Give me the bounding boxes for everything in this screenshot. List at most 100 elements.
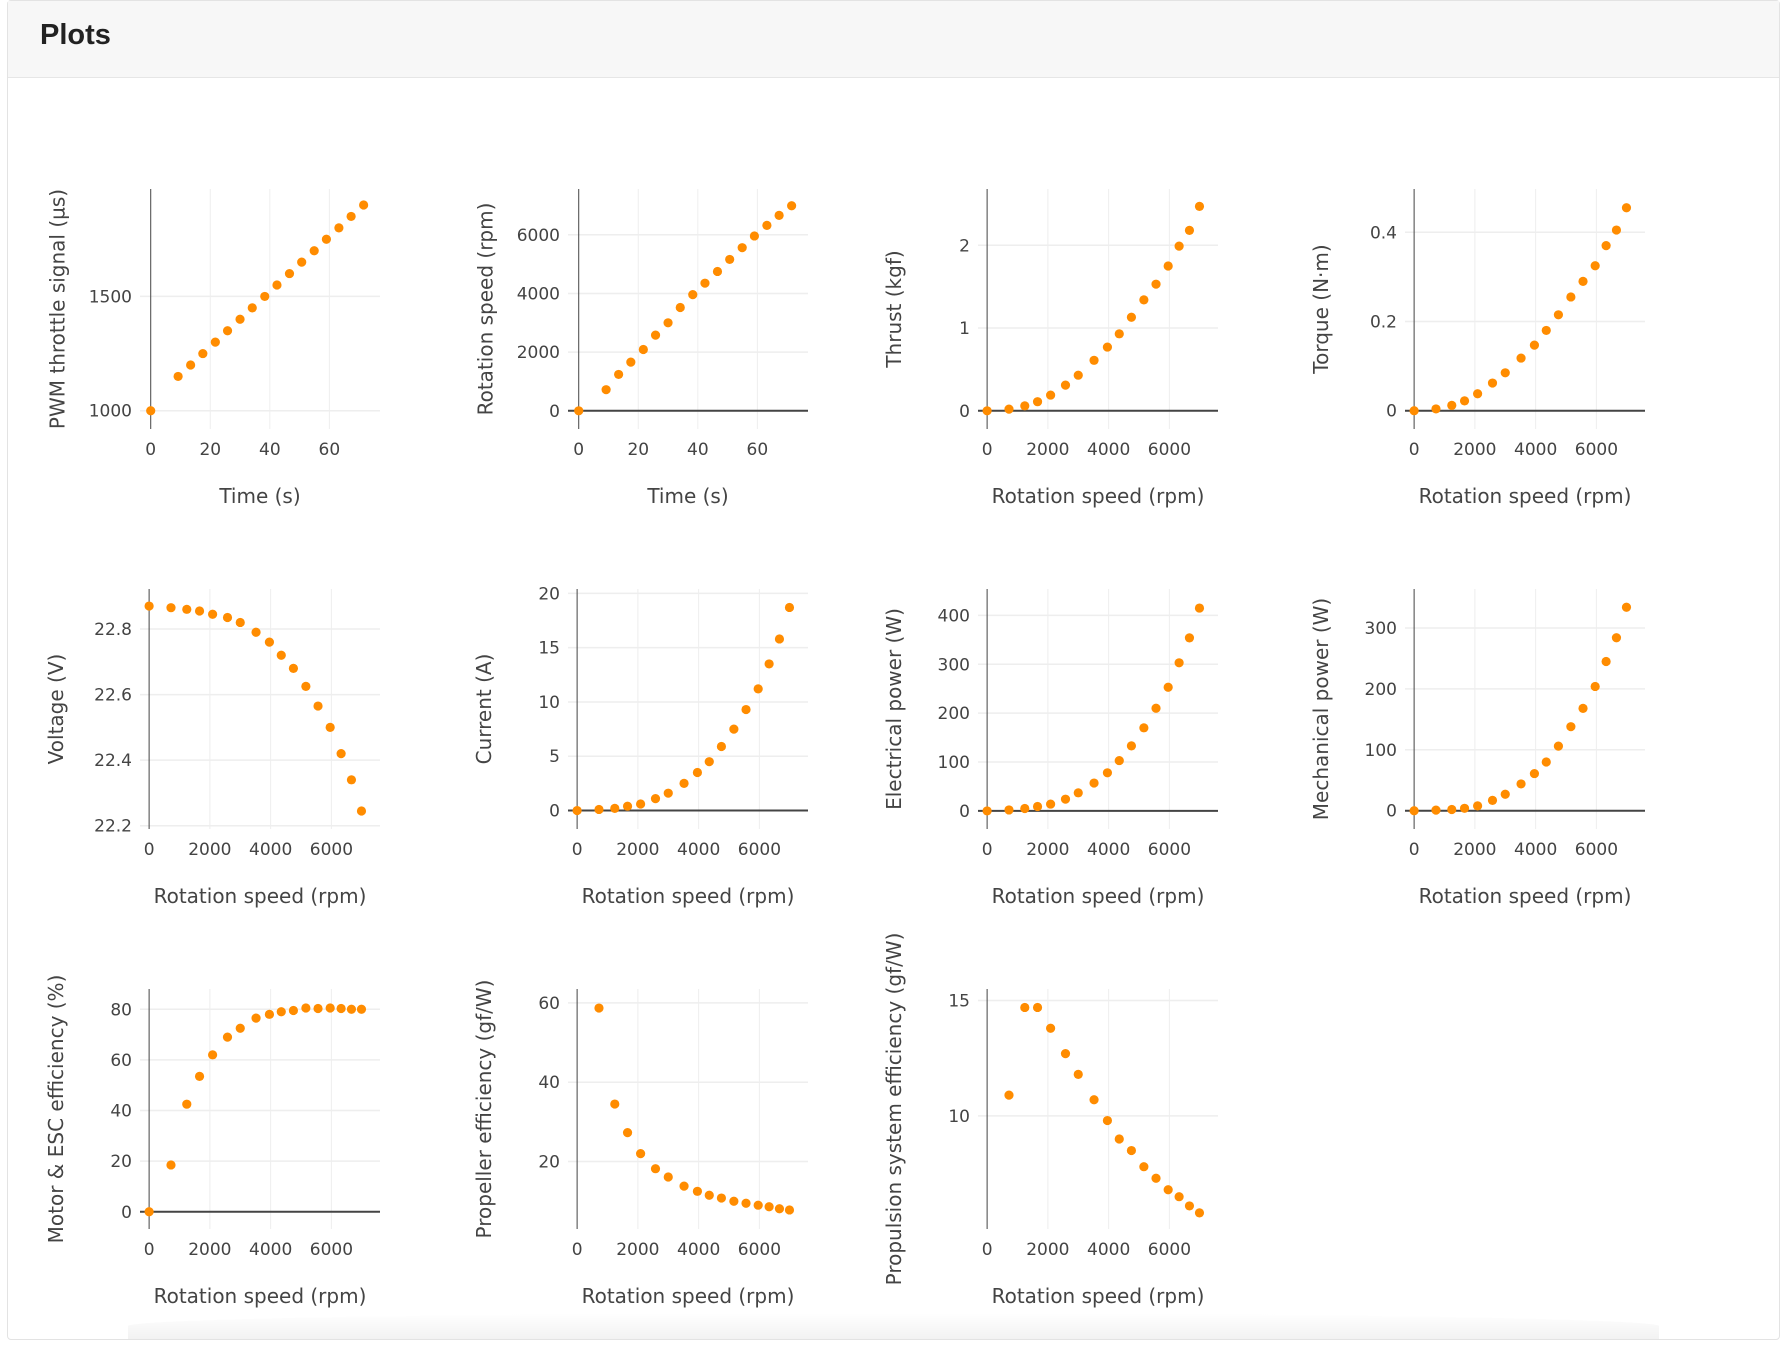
data-point xyxy=(1447,400,1457,410)
x-tick-label: 4000 xyxy=(677,840,720,860)
data-point xyxy=(692,767,703,778)
x-tick-label: 20 xyxy=(627,440,649,460)
x-tick-label: 0 xyxy=(982,1240,993,1260)
data-point xyxy=(1459,396,1470,406)
plot-4[interactable]: 0 2000 4000 6000 0 0.2 0.4 Rotation speed (rpm)… xyxy=(1255,159,1695,508)
data-point xyxy=(235,314,245,324)
data-point xyxy=(284,268,295,279)
data-point xyxy=(336,748,346,759)
data-point xyxy=(1541,757,1551,767)
data-point xyxy=(235,617,245,628)
y-tick-label: 0 xyxy=(959,802,970,822)
data-point xyxy=(741,704,751,715)
data-point xyxy=(1046,799,1056,809)
data-point xyxy=(222,1032,233,1042)
data-point xyxy=(336,1003,346,1014)
data-point xyxy=(1184,633,1195,643)
y-tick-label: 10 xyxy=(538,693,560,713)
data-point xyxy=(146,406,156,416)
data-point xyxy=(1060,380,1071,390)
data-point xyxy=(222,612,233,623)
plot-11[interactable]: 0 2000 4000 6000 10 15 Rotation speed (rpm) Pro… xyxy=(828,933,1268,1308)
data-point xyxy=(1553,310,1564,320)
x-tick-label: 4000 xyxy=(1514,440,1557,460)
page-title: Plots xyxy=(40,19,111,51)
data-point xyxy=(346,211,356,222)
data-point xyxy=(762,220,772,230)
data-point xyxy=(787,201,797,211)
data-point xyxy=(663,1172,673,1182)
data-point xyxy=(574,406,584,416)
x-axis-title: Rotation speed (rpm) xyxy=(992,1284,1205,1308)
x-tick-label: 4000 xyxy=(1087,840,1130,860)
x-tick-label: 6000 xyxy=(310,1240,353,1260)
y-tick-label: 0 xyxy=(549,802,560,822)
x-tick-label: 0 xyxy=(1409,440,1420,460)
plot-10[interactable]: 0 2000 4000 6000 20 40 60 Rotation speed (rpm) P… xyxy=(418,959,858,1308)
data-point xyxy=(704,1190,714,1200)
plot-8[interactable]: 0 2000 4000 6000 0 100 200 300 Rotation speed (r… xyxy=(1255,559,1695,908)
y-tick-label: 20 xyxy=(538,584,560,604)
y-tick-label: 0 xyxy=(1386,802,1397,822)
data-point xyxy=(1487,795,1498,805)
x-tick-label: 6000 xyxy=(738,840,781,860)
data-point xyxy=(301,681,311,691)
data-point xyxy=(222,326,233,336)
plot-5[interactable]: 0 2000 4000 6000 22.2 22.4 22.6 22.8 Rotation sp… xyxy=(0,559,430,908)
data-point xyxy=(1046,390,1056,400)
data-point xyxy=(638,344,648,355)
chart-svg: 0 2000 4000 6000 0 5 10 15 20 Rotation speed (rpm… xyxy=(472,584,808,908)
plots-card: Plots 0 20 40 60 1000 1500 Time (s) PWM throttl… xyxy=(7,0,1780,1340)
data-point xyxy=(1566,292,1576,302)
data-point xyxy=(1590,681,1600,692)
data-point xyxy=(1409,806,1419,816)
data-point xyxy=(359,200,369,210)
y-axis-title: Mechanical power (W) xyxy=(1309,598,1333,820)
plot-9[interactable]: 0 2000 4000 6000 0 20 40 60 80 Rotation speed (rp… xyxy=(0,959,430,1308)
plot-1[interactable]: 0 20 40 60 1000 1500 Time (s) PWM throttle sign… xyxy=(0,159,430,508)
data-point xyxy=(313,1003,323,1014)
y-tick-label: 0 xyxy=(959,402,970,422)
y-tick-label: 80 xyxy=(110,1000,132,1020)
data-point xyxy=(1590,261,1600,271)
x-tick-label: 0 xyxy=(572,1240,583,1260)
data-point xyxy=(1060,1049,1071,1059)
data-point xyxy=(1601,656,1611,667)
data-point xyxy=(675,302,685,313)
data-point xyxy=(1089,355,1099,365)
data-point xyxy=(297,257,307,267)
chart-svg: 0 2000 4000 6000 0 1 2 Rotation speed (rpm) Thru… xyxy=(882,189,1218,508)
y-tick-label: 15 xyxy=(538,639,560,659)
y-tick-label: 5 xyxy=(549,747,560,767)
plot-2[interactable]: 0 20 40 60 0 2000 4000 6000 Time (s) Rotation spe… xyxy=(418,159,858,508)
x-tick-label: 4000 xyxy=(677,1240,720,1260)
data-point xyxy=(1151,703,1161,713)
data-point xyxy=(622,801,633,811)
data-point xyxy=(1126,741,1137,751)
data-point xyxy=(251,627,261,637)
data-point xyxy=(1089,1095,1099,1105)
data-point xyxy=(712,266,723,277)
data-point xyxy=(1004,805,1014,815)
y-tick-label: 40 xyxy=(110,1102,132,1122)
data-point xyxy=(1126,1145,1137,1156)
x-axis-title: Rotation speed (rpm) xyxy=(582,884,795,908)
x-axis-title: Rotation speed (rpm) xyxy=(992,484,1205,508)
plot-7[interactable]: 0 2000 4000 6000 0 100 200 300 400 Rotation speed… xyxy=(828,559,1268,908)
y-tick-label: 2 xyxy=(959,236,970,256)
data-point xyxy=(1151,279,1161,289)
data-point xyxy=(1089,778,1099,788)
plot-6[interactable]: 0 2000 4000 6000 0 5 10 15 20 Rotation speed (rpm… xyxy=(418,559,858,908)
data-point xyxy=(144,601,154,611)
data-point xyxy=(1529,768,1540,779)
y-tick-label: 22.6 xyxy=(94,686,132,706)
y-tick-label: 0 xyxy=(121,1203,132,1223)
chart-svg: 0 2000 4000 6000 10 15 Rotation speed (rpm) Pro… xyxy=(882,933,1218,1308)
data-point xyxy=(1174,1192,1184,1202)
x-tick-label: 2000 xyxy=(1026,1240,1069,1260)
plot-3[interactable]: 0 2000 4000 6000 0 1 2 Rotation speed (rpm) Thru… xyxy=(828,159,1268,508)
chart-svg: 0 20 40 60 0 2000 4000 6000 Time (s) Rotation spe… xyxy=(474,189,808,508)
x-tick-label: 4000 xyxy=(249,1240,292,1260)
data-point xyxy=(288,1005,299,1016)
data-point xyxy=(173,371,183,382)
